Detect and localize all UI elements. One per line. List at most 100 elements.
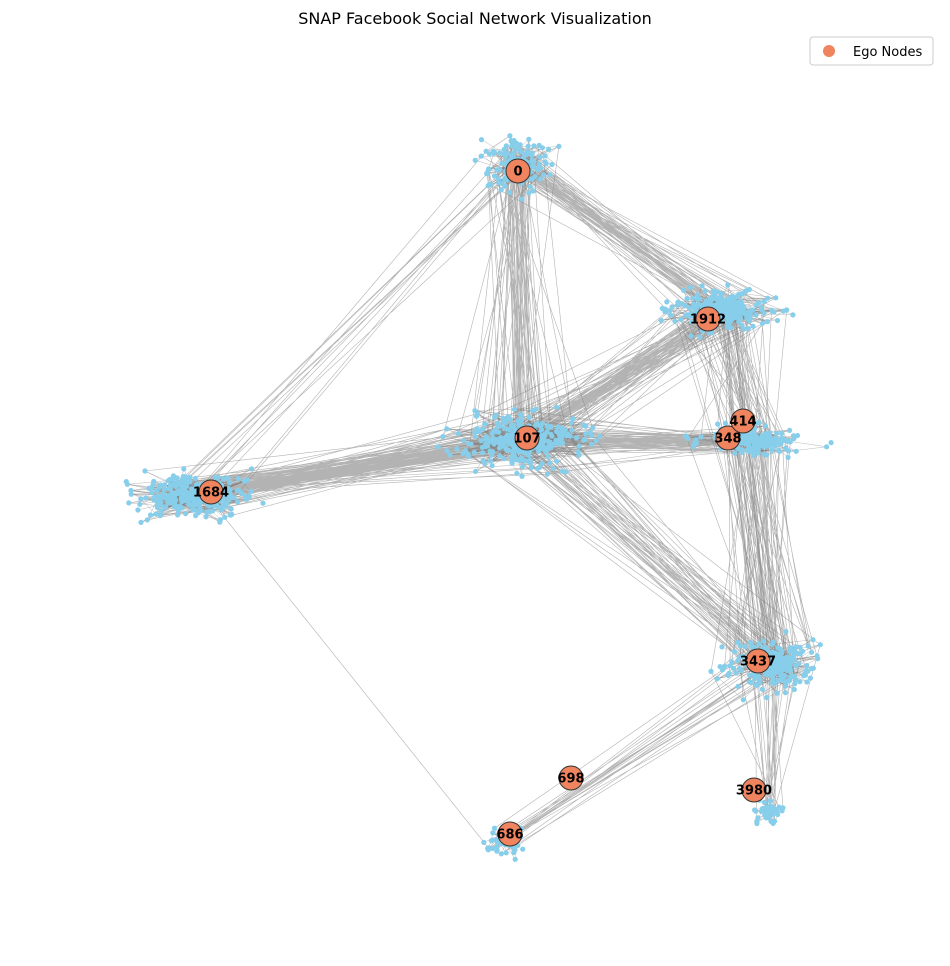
node [737,310,743,316]
node [765,295,771,301]
node [770,676,776,682]
node [473,413,480,419]
node [248,466,255,472]
node [690,444,697,450]
node [161,486,167,492]
node [444,426,450,432]
node [222,514,228,520]
node [248,488,254,494]
node [576,443,582,449]
node [747,313,753,319]
node [528,465,534,471]
node [702,288,708,294]
node [689,319,695,325]
node [539,460,545,467]
node [186,502,192,508]
node [478,153,484,159]
bridge-edges [710,643,821,822]
node [729,659,735,665]
node [783,445,789,451]
node [471,449,477,456]
node [234,499,241,505]
node [725,282,731,288]
node [759,320,766,326]
node [804,662,810,669]
node [539,420,546,426]
node [542,153,548,159]
node [508,422,514,429]
node [658,317,664,323]
node [455,431,461,437]
node [212,474,218,480]
node [787,645,794,651]
node [514,470,520,476]
node [790,312,796,318]
node [544,447,551,453]
node [664,299,670,305]
node [175,512,181,518]
node [537,464,543,470]
node [725,312,732,318]
node [468,441,474,447]
node [147,512,154,518]
node [167,476,173,482]
node [498,435,504,441]
ego-node-3980 [741,777,767,803]
node [503,419,509,425]
node [506,427,513,433]
node [828,440,834,446]
node [179,488,185,494]
node [518,413,524,419]
node [491,173,497,179]
node [772,818,778,824]
node [768,307,775,313]
ego-node-layer: 0 107 348 414 686 698 1684 1912 3437 3980 [193,158,776,847]
node [536,448,542,454]
node [555,424,561,430]
node [239,490,245,496]
node [553,428,560,435]
node [180,474,186,480]
node [761,299,767,305]
node [762,431,769,437]
node [241,478,247,484]
node [762,423,769,429]
node [756,437,762,443]
node [547,424,553,430]
node [489,463,495,469]
node [494,429,500,435]
node [158,509,164,515]
node [760,638,766,644]
node [495,176,501,182]
node [757,677,763,683]
node [535,422,541,428]
node [535,167,541,173]
node [810,637,816,643]
node [759,307,765,313]
node [725,316,731,322]
node [764,694,770,701]
node [485,847,491,853]
node [784,438,790,444]
node [736,666,743,672]
node [769,447,775,453]
node [124,481,130,487]
node [529,152,535,159]
ego-label-348: 348 [714,432,741,447]
node [541,172,547,178]
node [198,508,204,514]
node [774,653,780,659]
node [791,686,797,693]
node [761,799,768,806]
node [488,452,495,458]
node [774,430,780,436]
node [523,449,529,455]
node [675,299,681,305]
node [495,167,501,173]
node [800,648,806,654]
node [547,172,553,178]
node [740,697,746,703]
node [485,437,491,443]
node [726,670,732,676]
